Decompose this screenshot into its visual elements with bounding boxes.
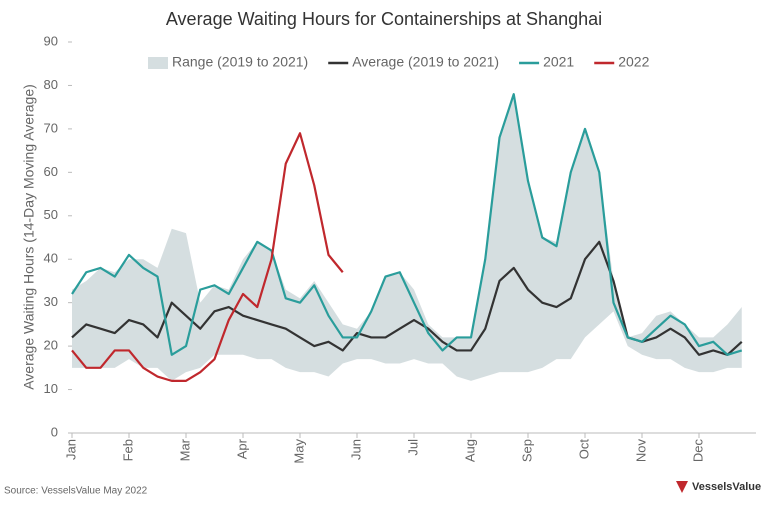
y-tick-label: 20 <box>44 338 58 353</box>
x-tick-label: Aug <box>462 439 477 462</box>
y-tick-label: 30 <box>44 294 58 309</box>
x-tick-label: May <box>291 439 306 464</box>
logo-icon <box>676 481 688 493</box>
x-tick-label: Jun <box>348 439 363 460</box>
y-tick-label: 40 <box>44 251 58 266</box>
y-tick-label: 70 <box>44 120 58 135</box>
y-tick-label: 90 <box>44 33 58 48</box>
legend-swatch <box>148 57 168 69</box>
legend-label: Average (2019 to 2021) <box>352 54 499 70</box>
x-tick-label: Feb <box>120 439 135 461</box>
y-tick-label: 80 <box>44 77 58 92</box>
x-tick-label: Jan <box>63 439 78 460</box>
chart-title: Average Waiting Hours for Containerships… <box>166 9 602 29</box>
x-tick-label: Apr <box>234 438 249 459</box>
x-tick-label: Jul <box>405 439 420 456</box>
y-tick-label: 0 <box>51 424 58 439</box>
range-area <box>72 94 742 381</box>
x-tick-label: Dec <box>690 439 705 463</box>
y-tick-label: 10 <box>44 381 58 396</box>
logo: VesselsValue <box>692 481 761 493</box>
x-tick-label: Mar <box>177 438 192 461</box>
legend-label: 2021 <box>543 54 574 70</box>
y-tick-label: 50 <box>44 207 58 222</box>
source: Source: VesselsValue May 2022 <box>4 486 148 497</box>
series-line <box>71 93 743 356</box>
series-line <box>71 132 344 382</box>
legend-label: 2022 <box>618 54 649 70</box>
y-axis-title: Average Waiting Hours (14-Day Moving Ave… <box>21 84 37 390</box>
y-tick-label: 60 <box>44 164 58 179</box>
x-tick-label: Nov <box>633 439 648 463</box>
legend-label: Range (2019 to 2021) <box>172 54 308 70</box>
x-tick-label: Sep <box>519 439 534 462</box>
x-tick-label: Oct <box>576 439 591 460</box>
